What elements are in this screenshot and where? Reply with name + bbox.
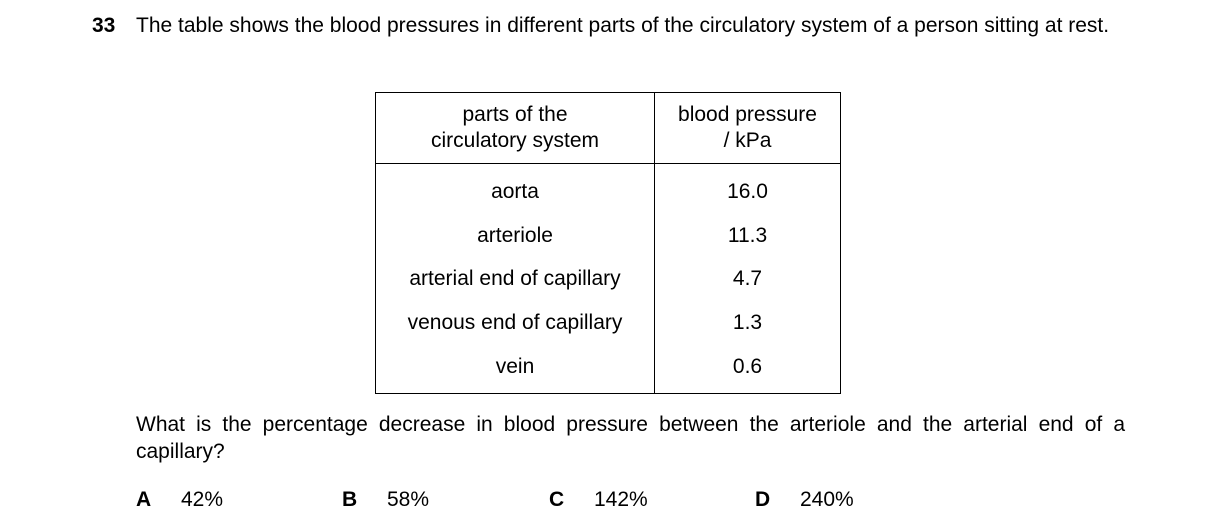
option-c-letter: C (549, 488, 565, 511)
row-part: venous end of capillary (375, 301, 655, 346)
header-pressure-line2: / kPa (723, 129, 772, 152)
option-c[interactable]: C 142% (549, 486, 648, 513)
header-pressure-line1: blood pressure (678, 103, 817, 126)
row-pressure: 4.7 (654, 257, 841, 302)
question-stem: The table shows the blood pressures in d… (136, 14, 1110, 37)
row-part: aorta (375, 163, 655, 214)
blood-pressure-table: parts of the circulatory system blood pr… (375, 92, 841, 394)
option-d[interactable]: D 240% (755, 486, 854, 513)
table-row: aorta 16.0 (375, 163, 841, 214)
option-a-letter: A (136, 488, 152, 511)
table-header-row: parts of the circulatory system blood pr… (375, 92, 841, 164)
option-b-value: 58% (387, 488, 430, 511)
option-a-value: 42% (181, 488, 224, 511)
row-part: vein (375, 345, 655, 394)
table-row: venous end of capillary 1.3 (375, 301, 841, 346)
option-b-letter: B (342, 488, 358, 511)
table-row: vein 0.6 (375, 345, 841, 394)
row-part: arteriole (375, 213, 655, 258)
option-b[interactable]: B 58% (342, 486, 429, 513)
option-d-value: 240% (800, 488, 854, 511)
option-d-letter: D (755, 488, 771, 511)
row-pressure: 16.0 (654, 163, 841, 214)
row-pressure: 1.3 (654, 301, 841, 346)
header-parts-line2: circulatory system (430, 129, 600, 152)
option-c-value: 142% (594, 488, 648, 511)
row-pressure: 0.6 (654, 345, 841, 394)
header-pressure: blood pressure / kPa (654, 92, 841, 164)
row-part: arterial end of capillary (375, 257, 655, 302)
question-number: 33 (92, 14, 116, 37)
option-a[interactable]: A 42% (136, 486, 223, 513)
header-parts-line1: parts of the (462, 103, 568, 126)
header-parts: parts of the circulatory system (375, 92, 655, 164)
table-row: arteriole 11.3 (375, 213, 841, 258)
row-pressure: 11.3 (654, 213, 841, 258)
question-prompt: What is the percentage decrease in blood… (136, 413, 1125, 463)
table-row: arterial end of capillary 4.7 (375, 257, 841, 302)
